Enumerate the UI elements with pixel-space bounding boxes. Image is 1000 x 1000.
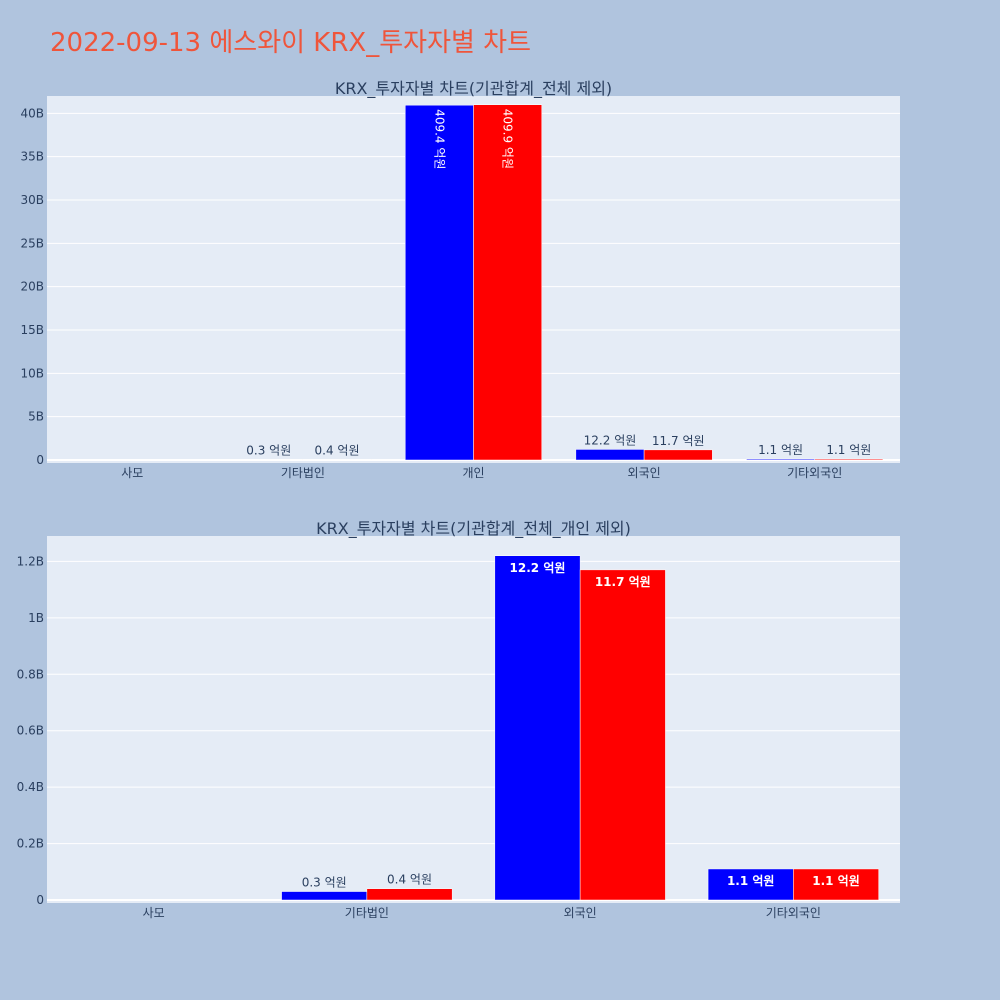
chart2-data-label: 0.4 억원 <box>387 873 432 887</box>
chart2-y-tick-label: 0 <box>36 893 44 907</box>
chart1-y-tick-label: 10B <box>20 366 44 380</box>
chart2-bar-buy <box>281 891 368 901</box>
chart2-data-label: 1.1 억원 <box>812 874 860 888</box>
chart1-title: KRX_투자자별 차트(기관합계_전체 제외) <box>335 79 612 99</box>
chart2-x-tick-label: 기타외국인 <box>766 906 821 920</box>
chart1-y-tick-label: 35B <box>20 150 44 164</box>
chart1-bar-buy <box>575 449 645 461</box>
chart2-x-tick-label: 외국인 <box>564 906 597 920</box>
chart1-x-tick-label: 기타외국인 <box>787 466 842 480</box>
chart2-bar-buy <box>707 868 794 901</box>
chart1-data-label: 409.4 억원 <box>432 109 446 169</box>
chart1-data-label: 1.1 억원 <box>758 443 803 457</box>
chart2-data-label: 0.3 억원 <box>302 876 347 890</box>
chart2-y-tick-label: 1.2B <box>17 554 44 568</box>
chart1-y-tick-label: 20B <box>20 280 44 294</box>
chart1-data-label: 12.2 억원 <box>584 433 637 447</box>
chart1-data-label: 11.7 억원 <box>652 434 705 448</box>
chart1-bar-sell <box>643 449 713 461</box>
chart2-plot-area <box>47 536 900 903</box>
chart2-bar-sell <box>579 569 666 901</box>
chart2-data-label: 12.2 억원 <box>510 561 566 575</box>
chart1-data-label: 1.1 억원 <box>826 443 871 457</box>
chart2-y-tick-label: 0.2B <box>17 837 44 851</box>
chart1-y-tick-label: 0 <box>36 453 44 467</box>
chart1-y-tick-label: 30B <box>20 193 44 207</box>
chart1-y-tick-label: 40B <box>20 106 44 120</box>
chart1-data-label: 409.9 억원 <box>501 109 515 169</box>
chart1-x-tick-label: 외국인 <box>628 466 661 480</box>
chart1-data-label: 0.3 억원 <box>246 444 291 458</box>
chart-2: 0 0.2B 0.4B 0.6B 0.8B 1B 1.2B KRX_투자자별 차트(기관합계_… <box>17 519 900 920</box>
chart2-bar-sell <box>366 888 453 901</box>
chart1-bar-buy <box>405 104 474 461</box>
chart1-y-tick-label: 25B <box>20 236 44 250</box>
chart2-bar-buy <box>494 555 581 901</box>
chart2-y-tick-label: 0.8B <box>17 667 44 681</box>
chart2-y-tick-label: 0.6B <box>17 724 44 738</box>
chart-1: 0 5B 10B 15B 20B 25B 30B 35B 40B KRX_투자자별 차트(기관합계… <box>20 79 900 480</box>
chart2-data-label: 11.7 억원 <box>595 575 651 589</box>
chart1-x-tick-label: 개인 <box>462 466 484 480</box>
chart1-bar-sell <box>814 458 884 461</box>
chart2-title: KRX_투자자별 차트(기관합계_전체_개인 제외) <box>316 519 631 539</box>
chart1-x-tick-label: 사모 <box>121 466 143 480</box>
chart1-x-tick-label: 기타법인 <box>281 466 325 480</box>
chart1-data-label: 0.4 억원 <box>315 444 360 458</box>
chart1-y-tick-label: 5B <box>28 410 44 424</box>
chart1-y-tick-label: 15B <box>20 323 44 337</box>
page-title: 2022-09-13 에스와이 KRX_투자자별 차트 <box>50 28 532 58</box>
chart1-bar-buy <box>746 458 815 461</box>
chart2-bar-sell <box>793 868 879 901</box>
chart2-y-tick-label: 0.4B <box>17 780 44 794</box>
chart2-y-tick-label: 1B <box>28 611 44 625</box>
chart2-data-label: 1.1 억원 <box>727 874 775 888</box>
chart1-bar-sell <box>473 104 542 461</box>
chart2-x-tick-label: 사모 <box>143 906 165 920</box>
chart2-x-tick-label: 기타법인 <box>345 906 389 920</box>
